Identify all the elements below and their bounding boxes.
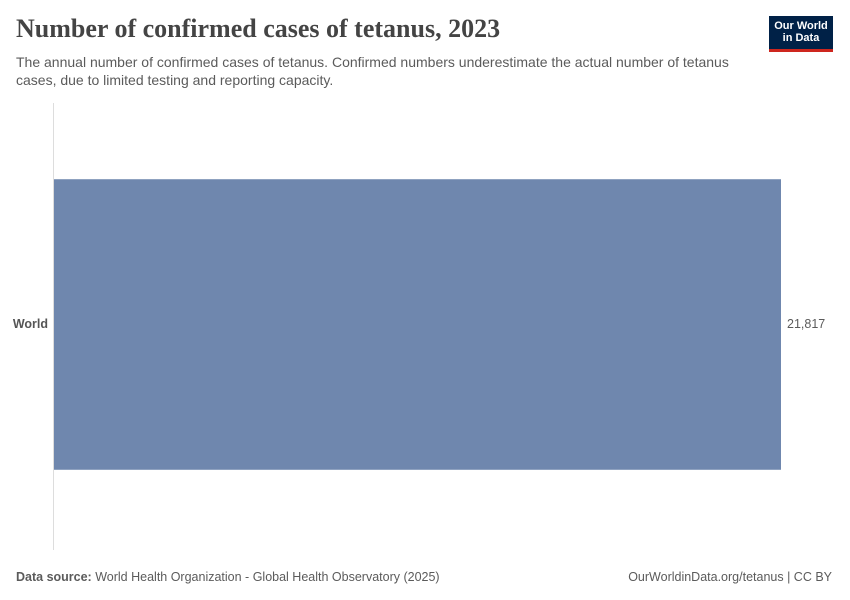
logo-line: Our World [774,20,828,32]
value-label: 21,817 [787,317,825,331]
category-label: World [13,317,48,331]
logo-line: in Data [782,32,820,44]
logo[interactable]: Our World in Data [769,16,833,52]
source: Data source: World Health Organization -… [16,570,440,584]
chart-title: Number of confirmed cases of tetanus, 20… [16,14,501,43]
chart: World 21,817 [13,103,825,550]
source-label: Data source: [16,570,92,584]
source-text[interactable]: World Health Organization - Global Healt… [95,570,440,584]
bar [54,179,781,470]
chart-subtitle: The annual number of confirmed cases of … [16,54,729,88]
credit[interactable]: OurWorldinData.org/tetanus | CC BY [628,570,832,584]
